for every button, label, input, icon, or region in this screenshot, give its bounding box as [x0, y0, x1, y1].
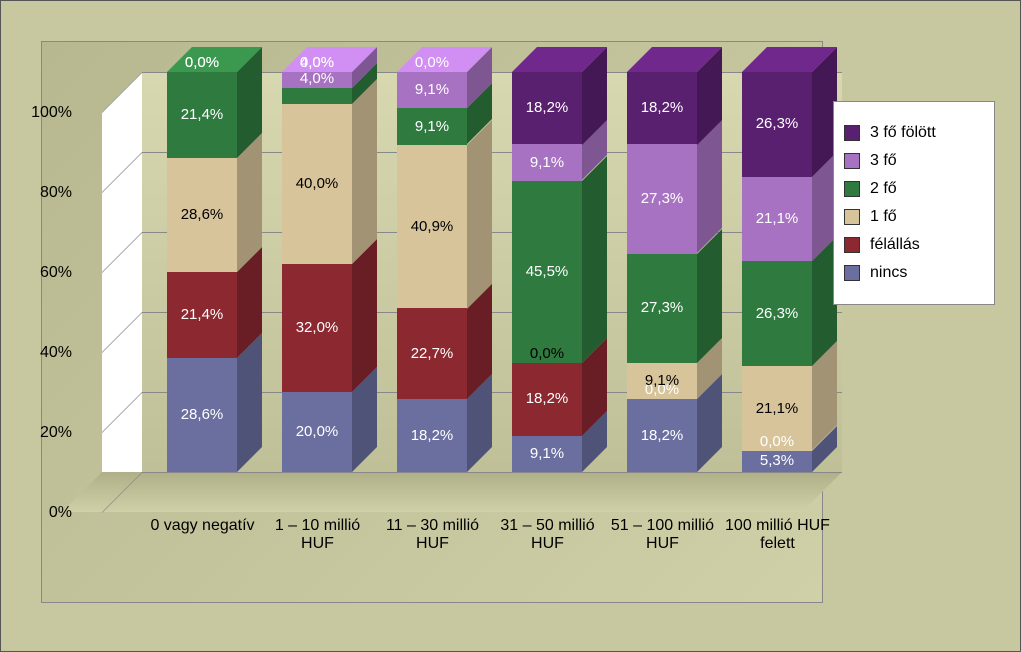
bar-segment [627, 363, 697, 399]
legend-swatch [844, 125, 860, 141]
legend-swatch [844, 237, 860, 253]
y-tick-label: 80% [12, 184, 72, 202]
bar-segment [512, 181, 582, 363]
x-category-label: 0 vagy negatív [145, 517, 260, 535]
floor [62, 472, 842, 512]
legend-item: 1 fő [844, 208, 984, 226]
bar-segment [167, 158, 237, 272]
bar-segment-side [352, 79, 377, 264]
legend-label: 2 fő [870, 180, 897, 198]
bar-segment [282, 392, 352, 472]
gridline [142, 472, 842, 473]
bar-segment [742, 366, 812, 450]
legend-item: nincs [844, 264, 984, 282]
plot-area: 0%20%40%60%80%100%28,6%21,4%28,6%21,4%0,… [41, 41, 823, 603]
x-category-label: 1 – 10 millió HUF [260, 517, 375, 553]
legend-swatch [844, 265, 860, 281]
y-tick-label: 0% [12, 504, 72, 522]
legend-item: 3 fő [844, 152, 984, 170]
legend-item: félállás [844, 236, 984, 254]
bar-segment [627, 399, 697, 472]
legend-swatch [844, 181, 860, 197]
plot-3d: 0%20%40%60%80%100%28,6%21,4%28,6%21,4%0,… [102, 72, 802, 492]
bar-segment [397, 72, 467, 108]
x-category-label: 100 millió HUF felett [720, 517, 835, 553]
bar-segment [627, 254, 697, 363]
x-category-label: 11 – 30 millió HUF [375, 517, 490, 553]
bar: 28,6%21,4%28,6%21,4%0,0%0,0% [167, 72, 237, 472]
bar-segment [512, 72, 582, 145]
bar: 18,2%0,0%9,1%27,3%27,3%18,2% [627, 72, 697, 472]
bar-segment [167, 272, 237, 358]
bar-segment [627, 72, 697, 145]
legend-label: 3 fő [870, 152, 897, 170]
legend: 3 fő fölött 3 fő 2 fő 1 fő félállás nincs [833, 101, 995, 305]
bar-segment [397, 108, 467, 144]
y-tick-label: 40% [12, 344, 72, 362]
bar-segment [167, 72, 237, 158]
bar-segment [167, 358, 237, 472]
legend-label: 3 fő fölött [870, 124, 936, 142]
bar-segment-side [582, 156, 607, 363]
chart-frame: 0% 20% 40% 60% 80% 100% 28,6%21,4%28,6%21,4%0,… [0, 0, 1021, 652]
legend-label: 1 fő [870, 208, 897, 226]
side-wall [102, 72, 142, 512]
bar: 18,2%22,7%40,9%9,1%9,1%0,0% [397, 72, 467, 472]
legend-item: 2 fő [844, 180, 984, 198]
bar-segment [282, 72, 352, 88]
bar: 20,0%32,0%40,0%4,0%4,0%0,0% [282, 72, 352, 472]
y-tick-label: 60% [12, 264, 72, 282]
bar-segment [627, 144, 697, 253]
bar-segment [512, 436, 582, 472]
legend-label: nincs [870, 264, 907, 282]
bar-segment [282, 88, 352, 104]
legend-label: félállás [870, 236, 920, 254]
x-category-label: 31 – 50 millió HUF [490, 517, 605, 553]
x-category-label: 51 – 100 millió HUF [605, 517, 720, 553]
bar-segment-side [352, 239, 377, 392]
bar-segment [397, 145, 467, 309]
y-tick-label: 20% [12, 424, 72, 442]
bar-segment [742, 177, 812, 261]
legend-item: 3 fő fölött [844, 124, 984, 142]
bar-segment [282, 264, 352, 392]
bar-segment [282, 104, 352, 264]
bar-segment-side [467, 120, 492, 309]
bar-segment [397, 399, 467, 472]
bar-segment [397, 308, 467, 399]
bar-segment [742, 72, 812, 177]
bar-segment [742, 261, 812, 366]
bar: 5,3%0,0%21,1%26,3%21,1%26,3% [742, 72, 812, 472]
bar-segment [512, 144, 582, 180]
legend-swatch [844, 209, 860, 225]
y-tick-label: 100% [12, 104, 72, 122]
legend-swatch [844, 153, 860, 169]
bar: 9,1%18,2%0,0%45,5%9,1%18,2% [512, 72, 582, 472]
bar-segment [512, 363, 582, 436]
bar-segment [742, 451, 812, 472]
